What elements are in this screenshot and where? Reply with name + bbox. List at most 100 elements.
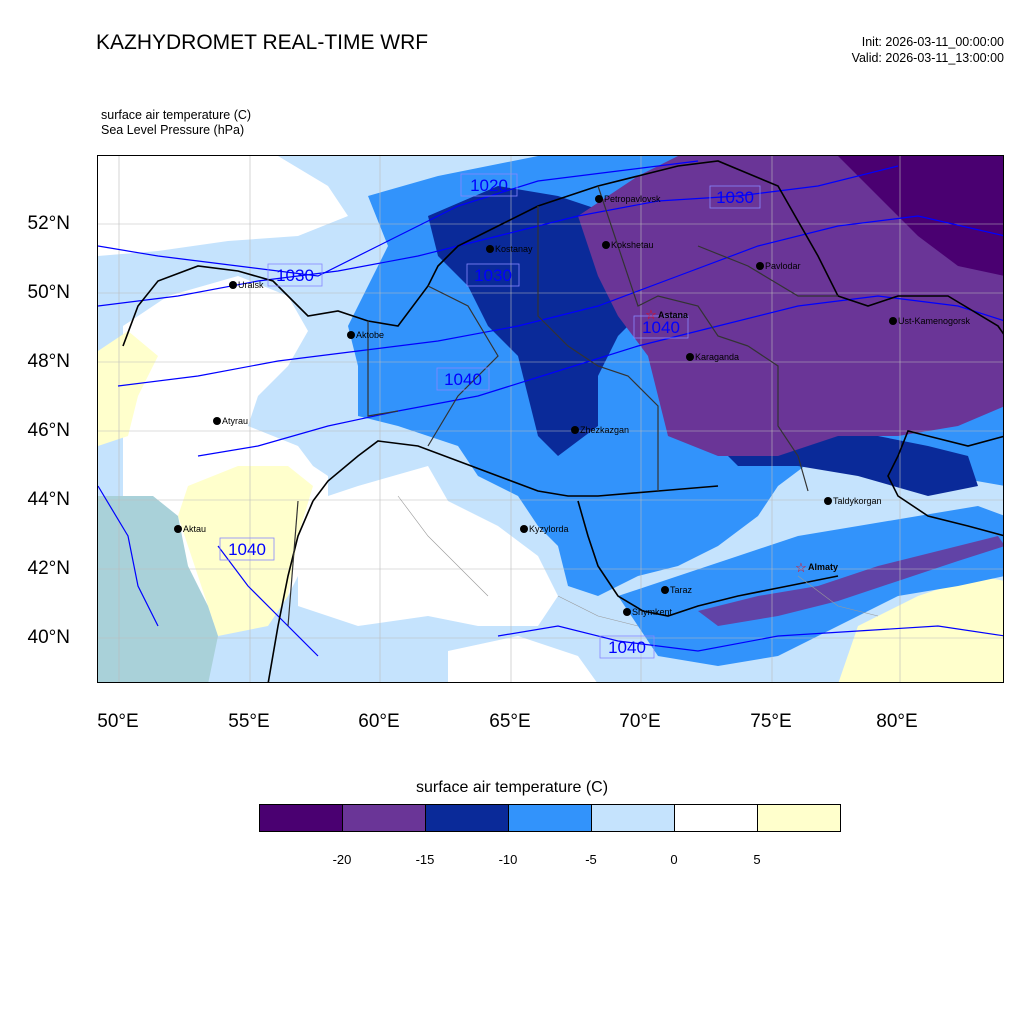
lon-label: 80°E bbox=[876, 711, 918, 732]
city-dot bbox=[347, 331, 355, 339]
isobar-label: 1020 bbox=[470, 176, 508, 195]
city-label: Shymkent bbox=[632, 607, 673, 617]
city-dot bbox=[595, 195, 603, 203]
colorbar-box bbox=[426, 805, 509, 831]
colorbar-tick: -5 bbox=[585, 852, 597, 867]
city-label: Pavlodar bbox=[765, 261, 801, 271]
capital-star-icon: ☆ bbox=[795, 560, 807, 575]
variable-pressure-label: Sea Level Pressure (hPa) bbox=[101, 123, 245, 137]
isobar-label-box bbox=[460, 173, 518, 197]
city-label: Kokshetau bbox=[611, 240, 654, 250]
colorbar-box bbox=[343, 805, 426, 831]
colorbar-tick: 5 bbox=[753, 852, 761, 867]
city-label: Aktau bbox=[183, 524, 206, 534]
city-dot bbox=[686, 353, 694, 361]
lat-label: 44°N bbox=[27, 489, 70, 510]
region-borders bbox=[287, 185, 838, 627]
city-dot bbox=[824, 497, 832, 505]
colorbar-title: surface air temperature (C) bbox=[415, 779, 609, 796]
city-dot bbox=[486, 245, 494, 253]
valid-time: Valid: 2026-03-11_13:00:00 bbox=[851, 51, 1004, 65]
city-dot bbox=[520, 525, 528, 533]
lon-label: 50°E bbox=[97, 711, 139, 732]
city-dot bbox=[174, 525, 182, 533]
isobar-label-box bbox=[466, 263, 520, 287]
caspian-sea bbox=[98, 496, 218, 682]
colorbar-tick: -20 bbox=[332, 852, 352, 867]
temp-field-white-north bbox=[98, 156, 348, 256]
isobar-label: 1030 bbox=[474, 266, 512, 285]
city-label: Uralsk bbox=[238, 280, 264, 290]
lat-label: 42°N bbox=[27, 558, 70, 579]
temp-field-white-south bbox=[298, 466, 558, 626]
city-dot bbox=[661, 586, 669, 594]
isobar-label: 1040 bbox=[444, 370, 482, 389]
lon-label: 70°E bbox=[619, 711, 661, 732]
isobar-label: 1040 bbox=[228, 540, 266, 559]
isobar-label: 1040 bbox=[642, 318, 680, 337]
city-label: Zhezkazgan bbox=[580, 425, 629, 435]
city-label: Ust-Kamenogorsk bbox=[898, 316, 971, 326]
city-dot bbox=[571, 426, 579, 434]
city-dot bbox=[889, 317, 897, 325]
temp-field-deep-purple bbox=[838, 156, 1003, 276]
city-dot bbox=[229, 281, 237, 289]
isobar-label-box bbox=[436, 367, 490, 391]
variable-temperature-label: surface air temperature (C) bbox=[101, 108, 252, 122]
city-label: Kyzylorda bbox=[529, 524, 569, 534]
lat-label: 50°N bbox=[27, 282, 70, 303]
colorbar-box bbox=[675, 805, 758, 831]
temp-field-yellow-east bbox=[838, 576, 1003, 682]
temp-field-medium-blue-south bbox=[618, 506, 1003, 666]
city-label: Petropavlovsk bbox=[604, 194, 661, 204]
city-label: Kostanay bbox=[495, 244, 533, 254]
city-dot bbox=[213, 417, 221, 425]
isobar-label-box bbox=[599, 635, 655, 659]
country-border bbox=[122, 160, 1003, 682]
city-label: Karaganda bbox=[695, 352, 739, 362]
city-dot bbox=[602, 241, 610, 249]
isobar-label-box bbox=[219, 537, 275, 561]
isobar-label: 1040 bbox=[608, 638, 646, 657]
lon-label: 65°E bbox=[489, 711, 531, 732]
temp-field-yellow-caspian bbox=[178, 466, 313, 636]
lon-label: 55°E bbox=[228, 711, 270, 732]
city-label: Taldykorgan bbox=[833, 496, 882, 506]
isobar-label-box bbox=[709, 185, 761, 209]
colorbar-box bbox=[509, 805, 592, 831]
colorbar-tick: -15 bbox=[415, 852, 435, 867]
map-title: KAZHYDROMET REAL-TIME WRF bbox=[96, 31, 429, 54]
lat-label: 46°N bbox=[27, 420, 70, 441]
colorbar-box bbox=[758, 805, 840, 831]
forecast-map: 1020 1030 1030 1030 1040 1040 1040 1040 … bbox=[97, 155, 1004, 683]
init-time: Init: 2026-03-11_00:00:00 bbox=[861, 35, 1004, 49]
map-canvas: 1020 1030 1030 1030 1040 1040 1040 1040 … bbox=[98, 156, 1003, 682]
lat-label: 40°N bbox=[27, 627, 70, 648]
city-label: Atyrau bbox=[222, 416, 248, 426]
mountain-streaks bbox=[698, 536, 1003, 626]
isobar-label-box bbox=[267, 263, 323, 287]
lat-label: 48°N bbox=[27, 351, 70, 372]
colorbar bbox=[259, 804, 841, 832]
isobar-label: 1030 bbox=[716, 188, 754, 207]
capital-star-icon: ☆ bbox=[645, 307, 657, 322]
colorbar-box bbox=[260, 805, 343, 831]
colorbar-tick: 0 bbox=[670, 852, 678, 867]
colorbar-tick: -10 bbox=[498, 852, 518, 867]
isobar-label: 1030 bbox=[276, 266, 314, 285]
temp-field-yellow-west bbox=[98, 331, 158, 446]
isobar-label-box bbox=[633, 315, 689, 339]
city-label: Astana bbox=[658, 310, 689, 320]
city-markers: Petropavlovsk Kostanay Kokshetau Pavloda… bbox=[174, 194, 971, 617]
city-label: Aktobe bbox=[356, 330, 384, 340]
city-label: Almaty bbox=[808, 562, 838, 572]
lon-label: 60°E bbox=[358, 711, 400, 732]
lat-label: 52°N bbox=[27, 213, 70, 234]
city-dot bbox=[756, 262, 764, 270]
province-lines bbox=[397, 495, 879, 627]
lon-label: 75°E bbox=[750, 711, 792, 732]
city-label: Taraz bbox=[670, 585, 693, 595]
city-dot bbox=[623, 608, 631, 616]
colorbar-box bbox=[592, 805, 675, 831]
temp-field-white-southrim bbox=[448, 636, 597, 682]
